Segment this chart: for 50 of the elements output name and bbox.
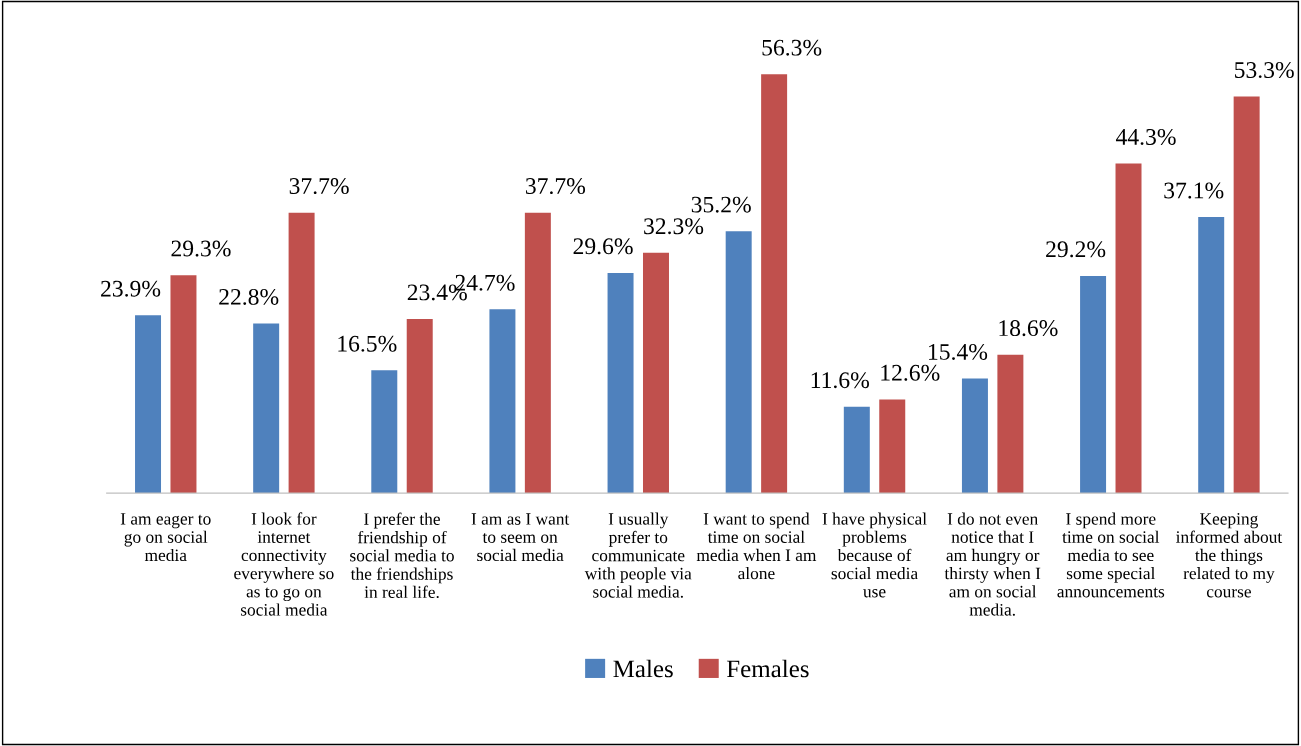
data-label: 22.8% bbox=[219, 288, 279, 305]
bar bbox=[961, 378, 988, 494]
data-label: 35.2% bbox=[691, 196, 751, 213]
bar bbox=[135, 315, 162, 494]
x-tick-label: I spend more time on social media to see some special announcements bbox=[1057, 512, 1165, 598]
data-label: 29.6% bbox=[573, 238, 633, 255]
data-label: 29.2% bbox=[1046, 241, 1106, 258]
data-label: 12.6% bbox=[881, 364, 940, 381]
data-label: 56.3% bbox=[762, 39, 822, 56]
x-tick-label: I usually prefer to communicate with people via social media. bbox=[584, 512, 692, 598]
bar bbox=[524, 212, 551, 494]
x-tick-label: I am as I want to seem on social media bbox=[471, 513, 570, 562]
data-label: 37.7% bbox=[525, 178, 586, 195]
bar bbox=[253, 323, 280, 494]
bar bbox=[879, 399, 906, 494]
bar bbox=[371, 370, 398, 494]
x-tick-label: I want to spend time on social media when I am alone bbox=[696, 512, 817, 580]
bar bbox=[843, 406, 870, 494]
bar bbox=[761, 74, 788, 494]
bar bbox=[1198, 217, 1225, 494]
x-tick-label: Keeping informed about the things related to my course bbox=[1176, 513, 1283, 598]
bar bbox=[1080, 275, 1107, 494]
bar bbox=[997, 354, 1024, 494]
data-label: 15.4% bbox=[929, 343, 988, 360]
x-tick-label: I am eager to go on social media bbox=[120, 513, 211, 562]
x-tick-label: I have physical problems because of social media use bbox=[822, 512, 927, 598]
data-label: 18.6% bbox=[999, 320, 1058, 337]
bar bbox=[607, 272, 634, 494]
data-label: 29.3% bbox=[171, 240, 231, 257]
data-label: 23.9% bbox=[101, 280, 161, 297]
data-label: 11.6% bbox=[811, 372, 869, 389]
data-label: 16.5% bbox=[338, 335, 397, 352]
x-tick-label: I prefer the friendship of social media to the friendships in real life. bbox=[350, 512, 454, 599]
data-label: 32.3% bbox=[644, 218, 704, 235]
bar bbox=[288, 212, 315, 494]
x-tick-label: I look for internet connectivity everywhere so as to go on social media bbox=[234, 512, 334, 616]
bar bbox=[725, 231, 752, 494]
data-label: 53.3% bbox=[1235, 62, 1294, 79]
legend-label: Males bbox=[613, 659, 673, 678]
data-label: 37.7% bbox=[289, 178, 349, 195]
legend-label: Females bbox=[726, 659, 809, 678]
data-label: 37.1% bbox=[1164, 182, 1224, 199]
bar bbox=[1233, 96, 1260, 494]
bar bbox=[406, 319, 433, 494]
x-tick-label: I do not even notice that I am hungry or thirsty when I am on social media. bbox=[944, 512, 1041, 616]
bar bbox=[643, 252, 669, 494]
bar bbox=[489, 309, 516, 494]
data-label: 44.3% bbox=[1115, 128, 1176, 145]
bar bbox=[170, 275, 197, 494]
bar bbox=[1115, 163, 1142, 494]
